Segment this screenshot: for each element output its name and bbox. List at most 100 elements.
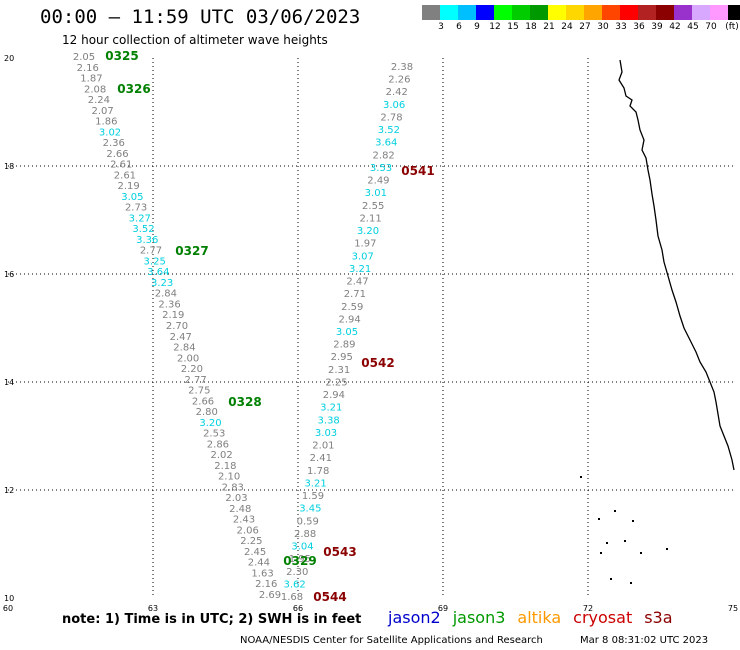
footer-note: note: 1) Time is in UTC; 2) SWH is in fe…	[62, 612, 362, 627]
pass-label: 0329	[283, 554, 316, 568]
west-track-value: 2.19	[118, 181, 140, 192]
mission-label-jason2: jason2	[388, 608, 441, 627]
legend-swatch	[674, 5, 692, 20]
west-track-value: 2.43	[233, 515, 255, 526]
east-track-value: 1.68	[281, 592, 303, 603]
west-track-value: 2.70	[166, 321, 188, 332]
west-track-value: 3.36	[136, 235, 158, 246]
legend-swatch	[728, 5, 740, 20]
island-dot	[630, 582, 632, 584]
pass-label: 0543	[323, 545, 356, 559]
pass-label: 0325	[105, 49, 138, 63]
mission-legend: jason2 jason3 altika cryosat s3a	[388, 608, 685, 627]
lon-tick-label: 69	[438, 604, 448, 613]
west-track-value: 2.77	[184, 375, 206, 386]
island-dot	[580, 476, 582, 478]
west-track-value: 1.86	[95, 117, 117, 128]
east-track-value: 3.05	[336, 327, 358, 338]
island-dot	[614, 510, 616, 512]
coastline-path	[618, 59, 735, 471]
lat-tick-label: 12	[4, 486, 14, 495]
pass-labels: 0325 0326 0327 0328 0329 0541 0542 0543 0544	[105, 49, 434, 604]
west-track-value: 2.75	[188, 386, 210, 397]
west-track-value: 2.08	[84, 84, 106, 95]
west-track-value: 3.64	[147, 267, 169, 278]
island-dot	[640, 552, 642, 554]
west-track-value: 2.66	[106, 149, 128, 160]
lat-tick-label: 10	[4, 594, 14, 603]
east-track-value: 2.42	[386, 87, 408, 98]
east-track-value: 1.97	[354, 239, 376, 250]
east-track-value: 2.31	[328, 365, 350, 376]
west-track-value: 2.00	[177, 353, 199, 364]
island-dot	[666, 548, 668, 550]
west-track-value: 3.02	[99, 127, 121, 138]
legend-swatch	[512, 5, 530, 20]
west-track-value: 2.07	[91, 106, 113, 117]
legend-label: 30	[597, 22, 609, 32]
legend-swatch	[494, 5, 512, 20]
legend-swatch	[692, 5, 710, 20]
east-track-value: 3.06	[383, 100, 405, 111]
lon-tick-label: 75	[728, 604, 738, 613]
map-title: 00:00 – 11:59 UTC 03/06/2023	[40, 6, 361, 28]
lon-tick-label: 63	[148, 604, 158, 613]
legend-swatch	[440, 5, 458, 20]
west-track-value: 2.66	[192, 396, 214, 407]
west-track-value: 2.06	[237, 525, 259, 536]
west-track-value: 2.24	[88, 95, 110, 106]
east-track-value: 2.95	[331, 352, 353, 363]
east-track-value: 2.89	[333, 340, 355, 351]
east-track-value: 2.26	[388, 75, 410, 86]
west-track-value: 2.48	[229, 504, 251, 515]
west-track-value: 1.63	[251, 568, 273, 579]
west-track-value: 2.10	[218, 472, 240, 483]
mission-label-s3a: s3a	[644, 608, 673, 627]
pass-label: 0541	[401, 164, 434, 178]
mission-label-cryosat: cryosat	[573, 608, 633, 627]
east-track-value: 3.21	[349, 264, 371, 275]
legend-swatch	[584, 5, 602, 20]
color-scale-labels: 3 6 9 12 15 18 21 24 27 30 33 36 39 42 45 70 (ft)	[422, 22, 740, 34]
west-track-value: 2.61	[110, 160, 132, 171]
west-track-value: 3.23	[151, 278, 173, 289]
west-track-value: 2.53	[203, 429, 225, 440]
pass-label: 0326	[117, 82, 150, 96]
island-dot	[624, 540, 626, 542]
legend-label: 39	[651, 22, 663, 32]
east-track-value: 2.94	[338, 314, 360, 325]
legend-label: 15	[507, 22, 519, 32]
legend-label: 21	[543, 22, 555, 32]
credit-text: NOAA/NESDIS Center for Satellite Applica…	[240, 635, 543, 646]
coastline	[580, 59, 735, 584]
east-track-value: 3.45	[299, 504, 321, 515]
legend-label: 9	[474, 22, 480, 32]
legend-label: 70	[705, 22, 717, 32]
lat-lon-grid	[8, 58, 733, 598]
legend-swatch	[476, 5, 494, 20]
west-track-value: 2.16	[77, 63, 99, 74]
west-track-value: 2.19	[162, 310, 184, 321]
legend-label: 6	[456, 22, 462, 32]
west-track-value: 2.61	[114, 170, 136, 181]
east-track-value: 2.82	[373, 150, 395, 161]
east-track-value: 3.21	[320, 403, 342, 414]
west-track-value: 2.25	[240, 536, 262, 547]
east-track-value: 2.01	[312, 441, 334, 452]
island-dot	[606, 542, 608, 544]
legend-label: 27	[579, 22, 591, 32]
west-track-value: 2.47	[170, 332, 192, 343]
legend-label: 33	[615, 22, 627, 32]
west-track-value: 2.84	[155, 289, 177, 300]
west-track-value: 2.77	[140, 246, 162, 257]
east-track-value: 2.30	[286, 567, 308, 578]
west-track-value: 2.20	[181, 364, 203, 375]
east-track-value: 3.01	[365, 188, 387, 199]
east-track-value: 3.64	[375, 138, 397, 149]
east-track-value: 2.94	[323, 390, 345, 401]
legend-swatch	[530, 5, 548, 20]
east-track-value: 3.20	[357, 226, 379, 237]
pass-label: 0327	[175, 244, 208, 258]
east-track-value: 2.49	[367, 176, 389, 187]
